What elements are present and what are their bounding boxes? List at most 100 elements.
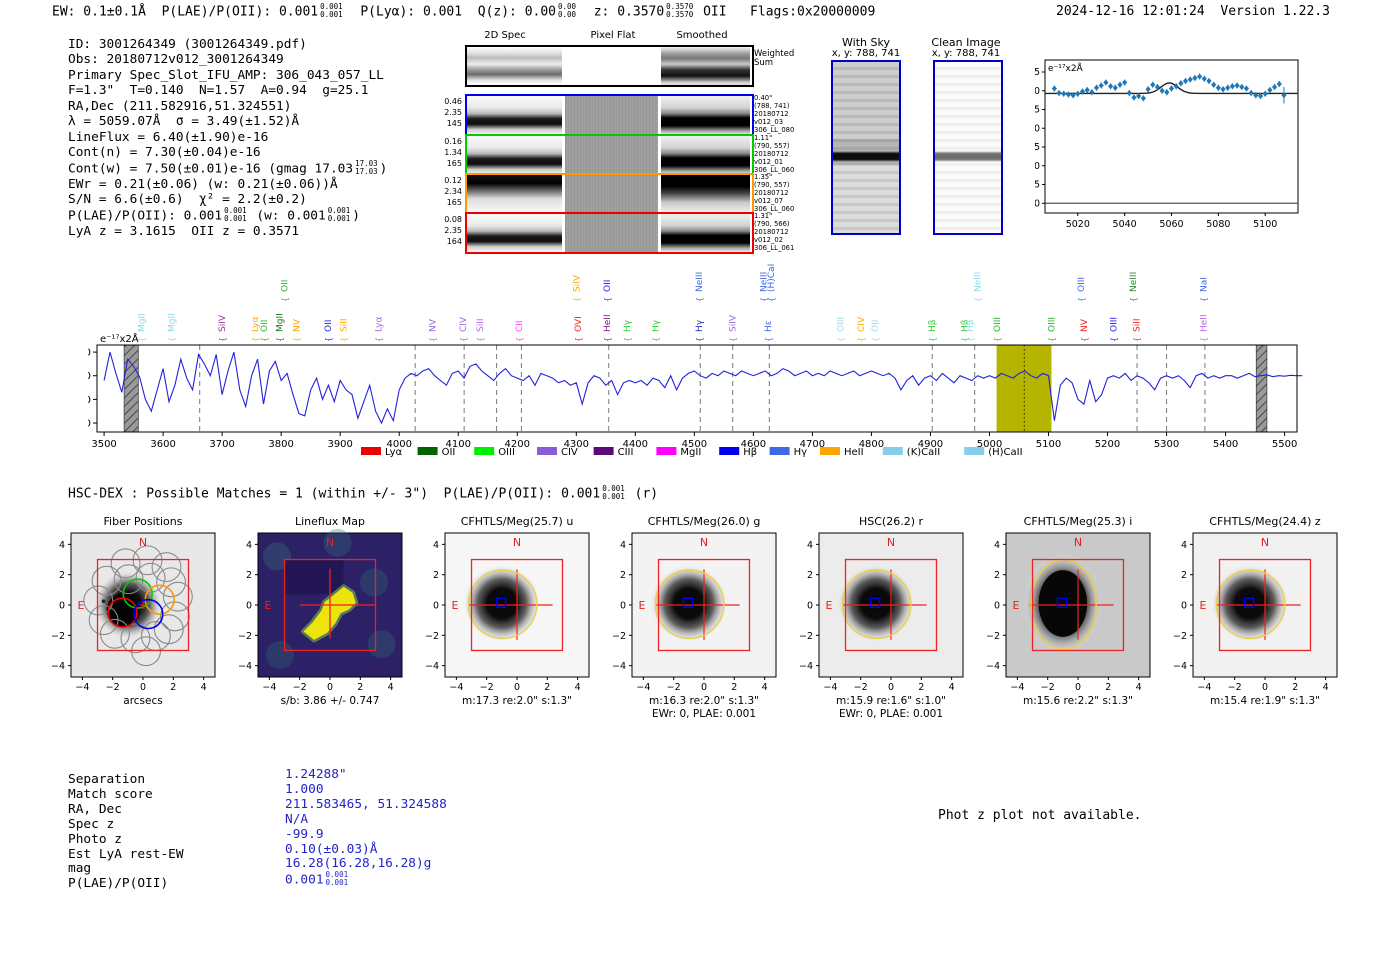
spec2d-smoothed-image xyxy=(661,135,750,175)
line-label-bracket: { xyxy=(961,337,970,342)
line-label-bracket: { xyxy=(695,337,704,342)
line-label-bracket: { xyxy=(281,297,290,302)
data-point xyxy=(1164,89,1170,96)
cutout-title: HSC(26.2) r xyxy=(859,515,924,528)
report-version: Version 1.22.3 xyxy=(1220,4,1330,19)
legend-swatch xyxy=(820,447,840,455)
with-sky-title: With Sky xyxy=(842,36,890,49)
y-tick-label: 2 xyxy=(620,570,626,581)
line-label-bracket: { xyxy=(871,337,880,342)
match-row-value: 0.10(±0.03)Å xyxy=(285,842,447,858)
legend-swatch xyxy=(882,447,903,455)
data-point xyxy=(1112,84,1118,91)
x-tick-label: 2 xyxy=(1292,682,1298,693)
data-point xyxy=(1154,84,1161,90)
legend-swatch xyxy=(769,447,790,455)
svg-text:150: 150 xyxy=(1035,86,1040,97)
legend-swatch xyxy=(719,447,740,455)
with-sky-coords: x, y: 788, 741 xyxy=(831,48,901,59)
svg-text:3800: 3800 xyxy=(268,439,293,450)
fiber-circle xyxy=(162,581,193,612)
summary-header-segment: P(Lyα): 0.001 Q(z): 0.00 xyxy=(344,4,557,20)
y-tick-label: 4 xyxy=(59,540,65,551)
x-tick-label: 0 xyxy=(1262,682,1268,693)
spec2d-smoothed-image xyxy=(661,96,750,135)
x-tick-label: 4 xyxy=(575,682,581,693)
legend-label: OIII xyxy=(498,447,515,458)
y-tick-label: 4 xyxy=(246,540,252,551)
x-tick-label: −4 xyxy=(449,682,463,693)
spectral-line-label: OVI xyxy=(574,316,584,332)
spec2d-image xyxy=(467,135,562,175)
legend-swatch xyxy=(361,447,381,455)
spec2d-image xyxy=(467,175,562,213)
y-tick-label: 0 xyxy=(807,601,813,612)
text-segment: P(LAE)/P(OII): 0.001 xyxy=(68,208,223,224)
line-label-bracket: { xyxy=(857,337,866,342)
y-tick-label: 2 xyxy=(433,570,439,581)
svg-text:e⁻¹⁷x2Å: e⁻¹⁷x2Å xyxy=(1048,62,1084,74)
fiber-circle xyxy=(151,552,182,583)
x-tick-label: −2 xyxy=(1041,682,1055,693)
fiber-circle xyxy=(83,585,114,616)
y-tick-label: −4 xyxy=(238,661,252,672)
fiber-circle xyxy=(159,601,190,632)
x-tick-label: −2 xyxy=(106,682,120,693)
line-label-bracket: { xyxy=(476,337,485,342)
fiber-circle xyxy=(110,548,141,579)
aperture-circle xyxy=(467,569,538,640)
svg-text:75: 75 xyxy=(1035,142,1040,153)
spec2d-panel: 2D Spec Pixel Flat Smoothed Weighted Sum 0.46… xyxy=(440,30,800,260)
spectral-line-label: Hγ xyxy=(651,319,661,332)
selected-fiber-circle xyxy=(133,598,164,630)
svg-text:5000: 5000 xyxy=(977,439,1002,450)
text-segment: F=1.3" T=0.140 N=1.57 A=0.94 g=25.1 xyxy=(68,83,369,99)
text-segment: Cont(w) = 7.50(±0.01)e-16 (gmag 17.03 xyxy=(68,161,354,177)
line-label-bracket: { xyxy=(572,297,581,302)
line-label-bracket: { xyxy=(1080,337,1089,342)
fiber-circle xyxy=(153,614,184,645)
info-line: Cont(w) = 7.50(±0.01)e-16 (gmag 17.03 17.… xyxy=(68,159,387,177)
x-tick-label: 2 xyxy=(170,682,176,693)
line-label-bracket: { xyxy=(603,337,612,342)
line-label-bracket: { xyxy=(623,337,632,342)
data-point xyxy=(1201,75,1207,82)
text-segment: 1.24288" xyxy=(285,767,347,782)
spec2d-row xyxy=(465,212,754,254)
spec2d-pixelflat-image xyxy=(565,175,658,213)
fiber-circle xyxy=(113,564,144,595)
spectral-line-label: CIV xyxy=(857,316,867,332)
summary-header-segment: EW: 0.1±0.1Å P(LAE)/P(OII): 0.001 xyxy=(52,4,319,20)
line-label-bracket: { xyxy=(759,297,768,302)
spectral-line-label: OII xyxy=(260,320,270,332)
spec2d-image xyxy=(467,96,562,135)
match-row-label: Spec z xyxy=(68,816,115,832)
match-row-value: 1.24288" xyxy=(285,767,447,783)
spectral-line-label: Lyα xyxy=(251,316,261,332)
spectral-line-label: OII xyxy=(281,280,291,292)
svg-text:0: 0 xyxy=(1035,198,1040,209)
data-point xyxy=(1056,90,1062,96)
stacked-uncertainty: 0.3570 0.3570 xyxy=(666,2,694,19)
clean-image xyxy=(933,60,1003,235)
spectral-line-label: HeII xyxy=(1200,314,1210,332)
spectral-line-label: Hε xyxy=(764,320,774,332)
cutout-title: CFHTLS/Meg(25.7) u xyxy=(461,515,574,528)
stacked-uncertainty: 0.001 0.001 xyxy=(602,484,625,501)
y-tick-label: 0 xyxy=(620,601,626,612)
data-point xyxy=(1182,78,1189,84)
data-point xyxy=(1145,86,1151,93)
spectral-line-label: SiII xyxy=(340,318,350,332)
masked-band xyxy=(1255,344,1268,433)
line-label-bracket: { xyxy=(1200,337,1209,342)
text-segment: Cont(n) = 7.30(±0.04)e-16 xyxy=(68,145,261,161)
match-row-label: Match score xyxy=(68,786,153,802)
legend-swatch xyxy=(417,447,438,455)
compass-north: N xyxy=(139,536,147,549)
text-segment: N/A xyxy=(285,811,309,827)
compass-north: N xyxy=(513,536,521,549)
summary-header: EW: 0.1±0.1Å P(LAE)/P(OII): 0.001 0.001 0.… xyxy=(52,2,875,20)
line-label-bracket: { xyxy=(695,297,704,302)
spec2d-row xyxy=(465,94,754,137)
